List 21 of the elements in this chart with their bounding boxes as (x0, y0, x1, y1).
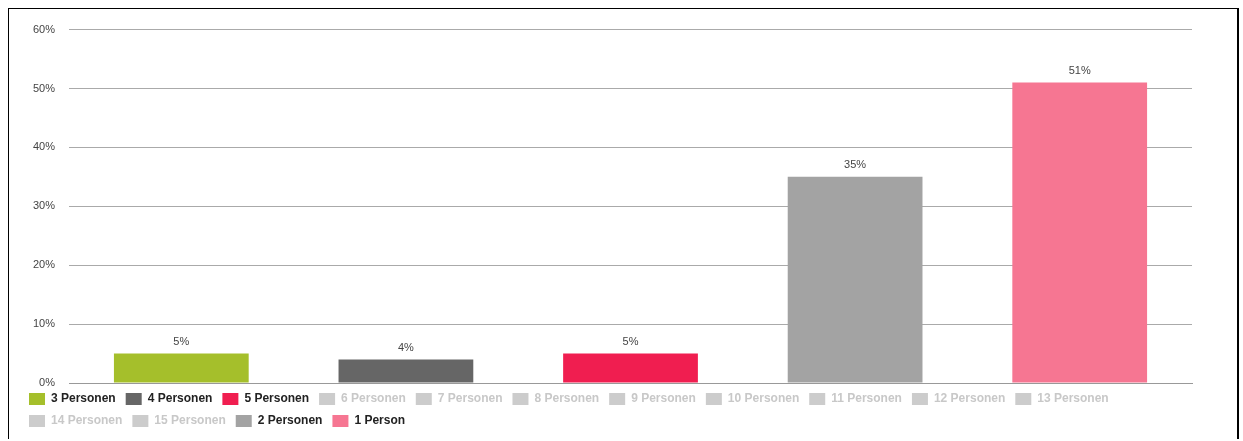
y-tick-label: 20% (32, 258, 56, 271)
y-tick-label: 60% (32, 22, 56, 35)
bar (338, 359, 474, 383)
y-tick-label: 0% (39, 376, 56, 389)
legend-label: 1 Person (354, 413, 406, 428)
data-label: 51% (1068, 64, 1091, 77)
bar (1012, 82, 1148, 383)
y-tick-label: 10% (32, 317, 56, 330)
y-tick-label: 50% (32, 81, 56, 94)
y-tick-label: 30% (32, 199, 56, 212)
legend-label: 3 Personen (51, 391, 116, 406)
legend-label: 4 Personen (147, 391, 213, 406)
legend-label: 5 Personen (244, 391, 310, 406)
data-label: 35% (844, 158, 867, 171)
y-tick-label: 40% (32, 140, 56, 153)
legend-label: 2 Personen (257, 413, 323, 428)
bar (113, 353, 249, 383)
data-label: 4% (397, 340, 415, 353)
data-label: 5% (622, 335, 639, 348)
data-label: 5% (173, 335, 190, 348)
bar (563, 353, 698, 383)
